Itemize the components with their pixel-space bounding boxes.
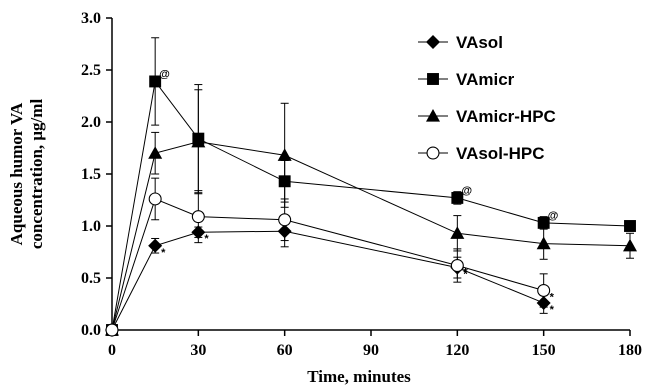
- series-line: [111, 230, 544, 331]
- legend-label: VAsol: [456, 33, 503, 52]
- x-tick-label: 120: [445, 342, 469, 359]
- data-point: [277, 148, 292, 161]
- data-point: [191, 210, 205, 224]
- x-tick-label: 30: [190, 342, 206, 359]
- x-tick-label: 180: [618, 342, 642, 359]
- y-tick-label: 1.5: [81, 166, 101, 183]
- x-tick-label: 60: [277, 342, 293, 359]
- significance-marker: *: [204, 233, 209, 245]
- x-ticks: 0 30 60 90 120 150 180: [108, 330, 642, 359]
- data-point: [624, 220, 636, 232]
- data-point: [537, 283, 551, 297]
- legend-item-vasol: VAsol: [418, 33, 503, 52]
- legend-label: VAmicr-HPC: [456, 107, 556, 126]
- legend-label: VAmicr: [456, 70, 515, 89]
- y-axis-title-line-2: concentration, μg/ml: [27, 99, 46, 250]
- data-point: [105, 323, 119, 337]
- legend-item-vamicr: VAmicr: [418, 70, 515, 89]
- y-tick-label: 2.5: [81, 62, 101, 79]
- x-tick-label: 0: [108, 342, 116, 359]
- significance-marker: @: [461, 185, 472, 197]
- data-point: [450, 259, 464, 273]
- data-point: [623, 238, 637, 252]
- legend-marker: [426, 146, 440, 160]
- legend-item-vamicr-hpc: VAmicr-HPC: [418, 107, 556, 126]
- legend-marker: [426, 35, 440, 49]
- significance-marker: *: [161, 247, 166, 259]
- significance-marker: *: [463, 269, 468, 281]
- data-point: [536, 236, 551, 250]
- significance-marker: @: [548, 210, 559, 222]
- y-tick-label: 1.0: [81, 218, 101, 235]
- x-tick-label: 90: [363, 342, 379, 359]
- x-tick-label: 150: [532, 342, 556, 359]
- y-axis-title-line-1: Aqueous humor VA: [7, 102, 26, 245]
- significance-marker: *: [550, 291, 555, 303]
- legend-item-vasol-hpc: VAsol-HPC: [418, 144, 544, 163]
- legend-label: VAsol-HPC: [456, 144, 544, 163]
- y-axis-title: Aqueous humor VA concentration, μg/ml: [7, 99, 46, 250]
- series-line: [111, 198, 544, 331]
- data-point: [278, 213, 292, 227]
- data-point: [148, 146, 163, 159]
- series-vasol-hpc: **: [105, 177, 555, 337]
- axes: [111, 18, 630, 331]
- significance-marker: *: [463, 267, 468, 279]
- y-tick-label: 0.5: [81, 270, 101, 287]
- legend: VAsol VAmicr VAmicr-HPC VAsol-HPC: [418, 33, 556, 163]
- series-vamicr: @ @ @: [106, 37, 636, 336]
- legend-marker: [426, 109, 440, 122]
- y-ticks: 0.0 0.5 1.0 1.5 2.0 2.5 3.0: [81, 10, 112, 339]
- data-point: [148, 238, 163, 253]
- data-point: [191, 134, 206, 148]
- series-layer: ****@@@**: [105, 37, 637, 337]
- data-point: [451, 191, 464, 204]
- data-point: [149, 75, 162, 88]
- data-point: [537, 216, 550, 229]
- significance-marker: @: [159, 68, 170, 80]
- significance-marker: *: [550, 304, 555, 316]
- legend-marker: [427, 73, 439, 85]
- x-axis-title: Time, minutes: [307, 367, 411, 386]
- y-tick-label: 2.0: [81, 114, 101, 131]
- y-tick-label: 0.0: [81, 322, 101, 339]
- data-point: [148, 192, 162, 206]
- y-tick-label: 3.0: [81, 10, 101, 27]
- series-vasol: ****: [105, 215, 555, 337]
- data-point: [450, 226, 465, 239]
